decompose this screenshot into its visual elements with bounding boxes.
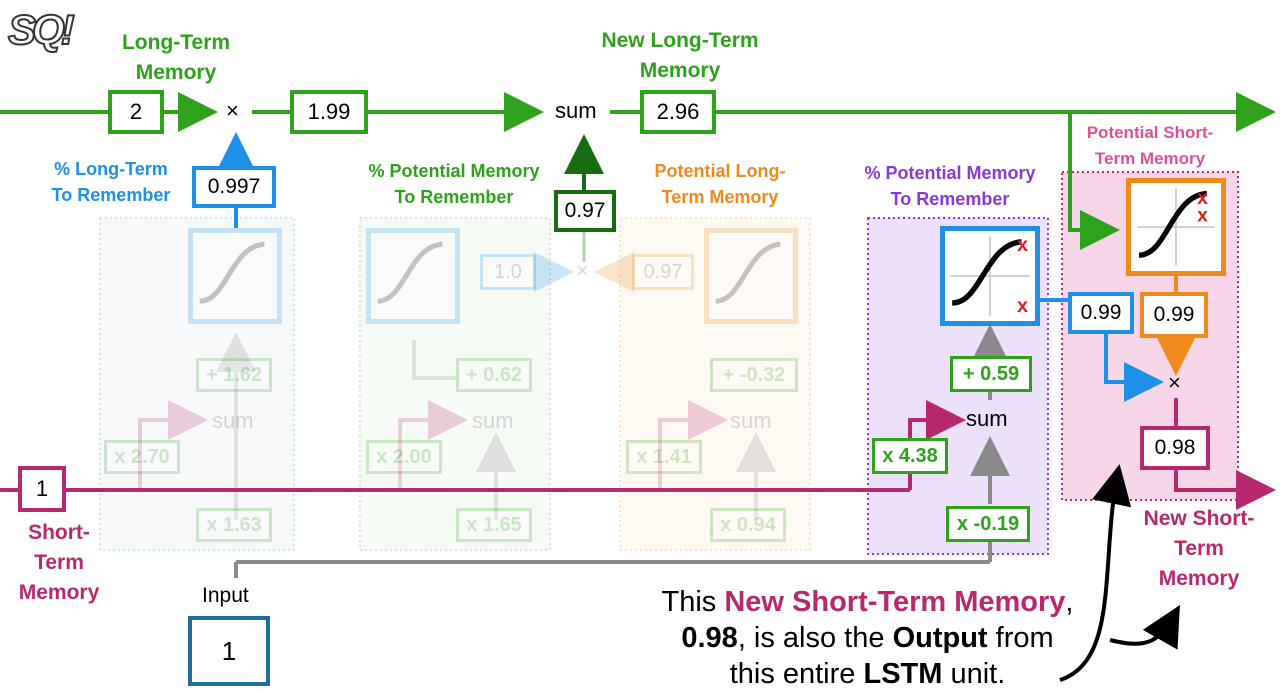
explanation-note: This New Short-Term Memory, 0.98, is als…: [600, 584, 1135, 692]
long-term-memory-label: Long-Term Memory: [121, 31, 231, 84]
input-short-weight: x 2.00: [366, 440, 442, 474]
note-lstm: LSTM: [863, 658, 943, 690]
forget-bias: + 1.62: [196, 358, 272, 392]
note-part2: ,: [1065, 586, 1074, 618]
forget-gate-output: 0.997: [192, 166, 276, 208]
candidate-tanh-icon: [704, 228, 798, 324]
candidate-output: 0.97: [632, 254, 694, 290]
candidate-input-weight: x 0.94: [710, 508, 786, 542]
short-term-multiply-symbol: ×: [1168, 370, 1181, 395]
forget-sigmoid-icon: [188, 228, 282, 324]
candidate-title: Potential Long- Term Memory: [654, 161, 786, 207]
forget-sum-label: sum: [212, 408, 254, 433]
note-part6: unit.: [942, 658, 1006, 690]
candidate-short-weight: x 1.41: [626, 440, 702, 474]
candidate-product: 0.97: [554, 190, 616, 232]
input-input-weight: x 1.65: [456, 508, 532, 542]
note-value: 0.98: [681, 622, 738, 654]
output-input-weight: x -0.19: [946, 506, 1030, 542]
input-sigmoid-icon: [366, 228, 460, 324]
statquest-logo: SQ!: [7, 5, 76, 54]
input-value: 1: [188, 616, 270, 686]
forget-gate-title: % Long-Term To Remember: [51, 159, 171, 205]
output-gate-output: 0.99: [1068, 292, 1134, 334]
note-part4: from: [987, 622, 1054, 654]
long-term-sum-label: sum: [555, 98, 597, 123]
forget-short-weight: x 2.70: [104, 440, 180, 474]
faint-gate-panels: [99, 217, 811, 551]
input-gate-output: 1.0: [480, 254, 536, 290]
note-highlight: New Short-Term Memory: [724, 586, 1066, 618]
candidate-bias: + -0.32: [710, 358, 798, 392]
output-bias: + 0.59: [950, 356, 1032, 392]
new-short-term-value: 0.98: [1140, 426, 1210, 470]
long-term-value: 2: [108, 90, 164, 134]
output-gate-title: % Potential Memory To Remember: [864, 163, 1036, 209]
svg-text:x: x: [1017, 295, 1028, 317]
forget-multiply-symbol: ×: [226, 98, 239, 123]
note-part3: , is also the: [737, 622, 893, 654]
input-bias: + 0.62: [456, 358, 532, 392]
candidate-multiply-symbol: ×: [576, 258, 589, 283]
note-part5: this entire: [729, 658, 864, 690]
input-label: Input: [202, 584, 249, 607]
potential-short-term-title: Potential Short- Term Memory: [1086, 123, 1214, 168]
svg-text:x: x: [1017, 234, 1028, 256]
input-sum-label: sum: [472, 408, 514, 433]
note-part1: This: [661, 586, 725, 618]
forget-input-weight: x 1.63: [196, 508, 272, 542]
new-short-term-memory-label: New Short- Term Memory: [1143, 507, 1255, 590]
new-long-term-value: 2.96: [640, 90, 716, 134]
after-forget-value: 1.99: [290, 90, 368, 134]
svg-text:x: x: [1197, 187, 1208, 209]
output-short-weight: x 4.38: [872, 438, 948, 474]
short-term-value: 1: [18, 466, 66, 512]
candidate-sum-label: sum: [730, 408, 772, 433]
input-gate-title: % Potential Memory To Remember: [368, 161, 540, 207]
potential-short-output: 0.99: [1140, 292, 1208, 338]
svg-text:x: x: [1197, 205, 1208, 227]
output-sum-label: sum: [966, 406, 1008, 431]
note-output-word: Output: [892, 622, 988, 654]
short-term-memory-label: Short- Term Memory: [18, 521, 100, 604]
new-long-term-memory-label: New Long-Term Memory: [601, 29, 759, 82]
